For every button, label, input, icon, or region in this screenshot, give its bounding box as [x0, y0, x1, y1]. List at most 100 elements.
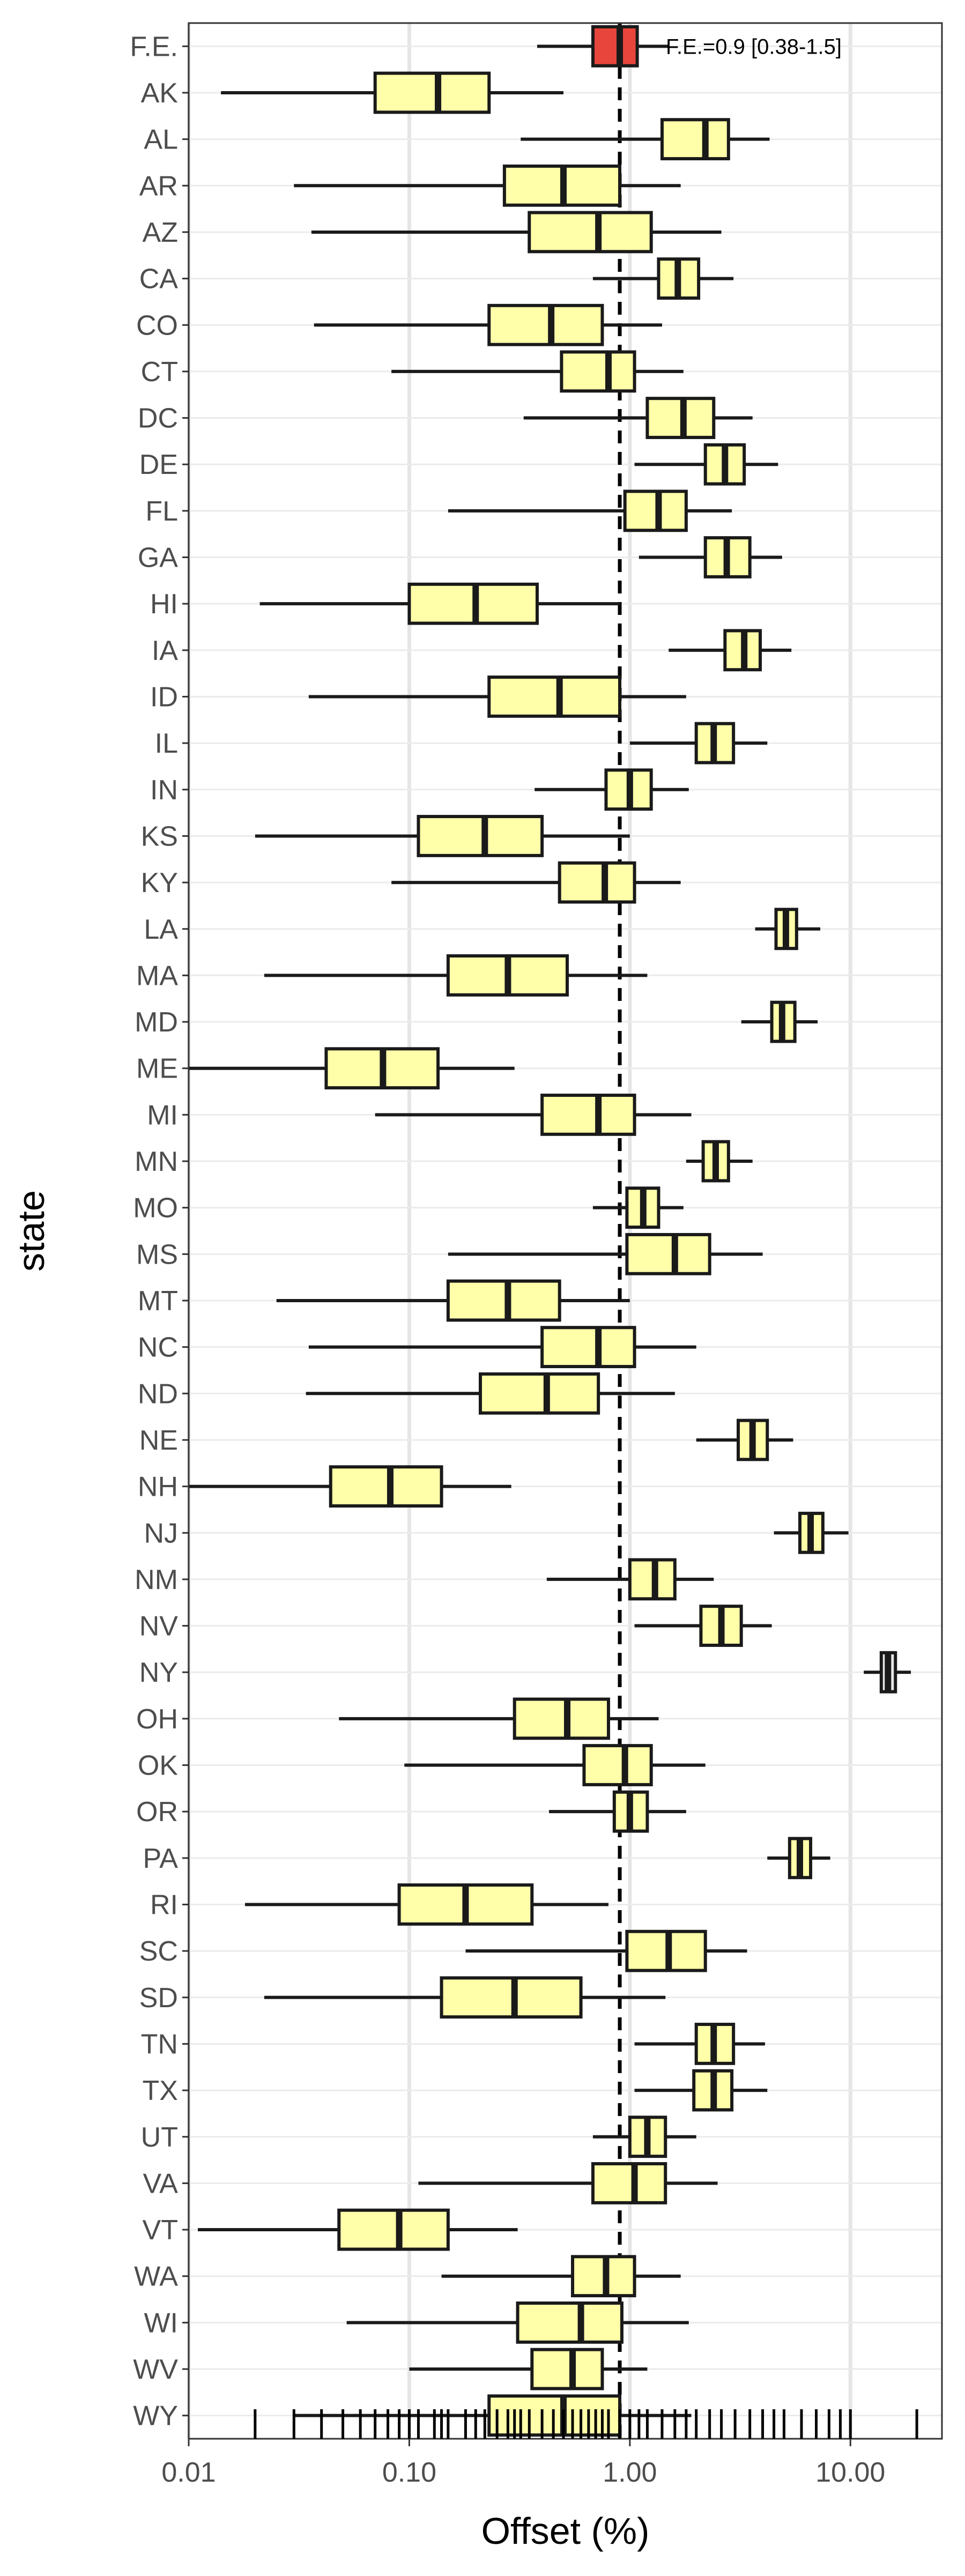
box — [591, 2162, 667, 2204]
box-group-il — [629, 722, 768, 764]
box-group-wi — [346, 2301, 689, 2344]
y-tick-label: AL — [144, 124, 178, 155]
box-group-wa — [441, 2255, 681, 2298]
box — [540, 1093, 636, 1136]
x-axis-title: Offset (%) — [481, 2510, 650, 2552]
box — [373, 71, 491, 114]
box-group-mo — [592, 1186, 684, 1229]
box-group-sd — [264, 1976, 666, 2019]
box-group-ms — [448, 1233, 763, 1275]
box — [558, 861, 636, 904]
y-tick-label: HI — [150, 589, 178, 620]
y-tick-label: MD — [135, 1007, 178, 1038]
y-tick-label: NH — [138, 1472, 178, 1503]
box — [540, 1326, 636, 1369]
box-group-ga — [639, 536, 782, 578]
y-tick-label: CT — [141, 357, 178, 388]
y-tick-label: DE — [139, 449, 178, 480]
box — [560, 350, 636, 393]
y-tick-label: NJ — [144, 1518, 178, 1549]
y-tick-label: FL — [145, 496, 178, 527]
box-group-fe — [537, 25, 669, 68]
box — [530, 2348, 604, 2391]
box-group-in — [535, 768, 689, 811]
box-group-sc — [465, 1929, 747, 1972]
y-tick-label: NE — [139, 1425, 178, 1456]
y-tick-label: CO — [136, 310, 178, 341]
box-group-vt — [198, 2208, 518, 2251]
box-group-ks — [255, 815, 630, 857]
box-group-md — [741, 1000, 818, 1043]
rug-layer — [254, 2409, 918, 2439]
y-tick-label: ID — [150, 681, 178, 712]
fe-annotation: F.E.=0.9 [0.38-1.5] — [666, 35, 842, 58]
y-tick-label: SD — [139, 1983, 178, 2014]
box — [582, 1744, 653, 1786]
box-group-nd — [306, 1372, 675, 1415]
y-tick-label: OK — [138, 1750, 178, 1781]
y-tick-label: F.E. — [130, 31, 178, 62]
boxes-layer — [189, 25, 911, 2437]
y-tick-label: LA — [144, 914, 178, 945]
box-group-oh — [339, 1697, 659, 1740]
y-tick-label: KY — [141, 867, 178, 899]
y-tick-label: TN — [141, 2029, 178, 2060]
box-group-tn — [634, 2023, 765, 2065]
y-tick-label: AZ — [143, 217, 178, 248]
box-group-me — [189, 1047, 515, 1090]
y-tick-label: ND — [138, 1378, 178, 1409]
x-tick-label: 1.00 — [603, 2457, 657, 2488]
y-tick-label: OR — [136, 1796, 178, 1828]
y-tick-label: IN — [150, 775, 178, 806]
box — [417, 815, 544, 857]
box-group-ny — [864, 1651, 911, 1694]
y-tick-label: DC — [138, 403, 178, 434]
y-tick-label: OH — [136, 1704, 178, 1735]
box-group-nc — [308, 1326, 696, 1369]
box — [487, 303, 604, 346]
y-tick-label: MS — [136, 1239, 178, 1270]
y-tick-label: MI — [147, 1100, 178, 1131]
y-tick-label: MN — [135, 1146, 178, 1177]
y-tick-label: MA — [136, 960, 178, 991]
box-group-ri — [245, 1883, 608, 1926]
box — [329, 1465, 443, 1508]
box-group-ia — [669, 629, 792, 672]
x-tick-label: 0.10 — [382, 2457, 436, 2488]
box — [625, 1233, 711, 1275]
box-group-ok — [404, 1744, 706, 1786]
box-group-tx — [634, 2069, 768, 2112]
box-group-wv — [409, 2348, 648, 2391]
box-group-or — [549, 1790, 686, 1833]
box-group-ky — [391, 861, 681, 904]
y-tick-label: WA — [134, 2261, 178, 2292]
y-tick-label: NC — [138, 1332, 178, 1363]
box-group-hi — [259, 582, 620, 625]
y-tick-label: IL — [155, 728, 178, 759]
box-group-ak — [221, 71, 563, 114]
box-group-ca — [592, 257, 734, 300]
y-tick-label: MO — [133, 1193, 178, 1224]
y-tick-label: IA — [152, 635, 178, 666]
box — [440, 1976, 583, 2019]
box-group-pa — [767, 1837, 830, 1880]
box-group-az — [311, 211, 722, 254]
box-group-mn — [686, 1140, 753, 1183]
y-tick-label: WY — [133, 2401, 178, 2432]
y-tick-label: GA — [138, 543, 178, 574]
box-group-nm — [546, 1558, 714, 1601]
box-group-ct — [391, 350, 684, 393]
box-group-ut — [592, 2115, 696, 2158]
y-tick-label: VA — [143, 2168, 178, 2199]
y-tick-label: CA — [139, 264, 179, 295]
y-tick-label: AR — [139, 170, 178, 202]
x-tick-label: 0.01 — [161, 2457, 216, 2488]
box-group-dc — [523, 397, 753, 439]
box-group-de — [634, 443, 778, 486]
box — [337, 2208, 450, 2251]
y-tick-label: SC — [139, 1936, 178, 1967]
box-group-ar — [294, 164, 681, 207]
box-group-la — [755, 908, 821, 951]
x-axis: 0.01 0.10 1.00 10.00 — [161, 2439, 885, 2488]
